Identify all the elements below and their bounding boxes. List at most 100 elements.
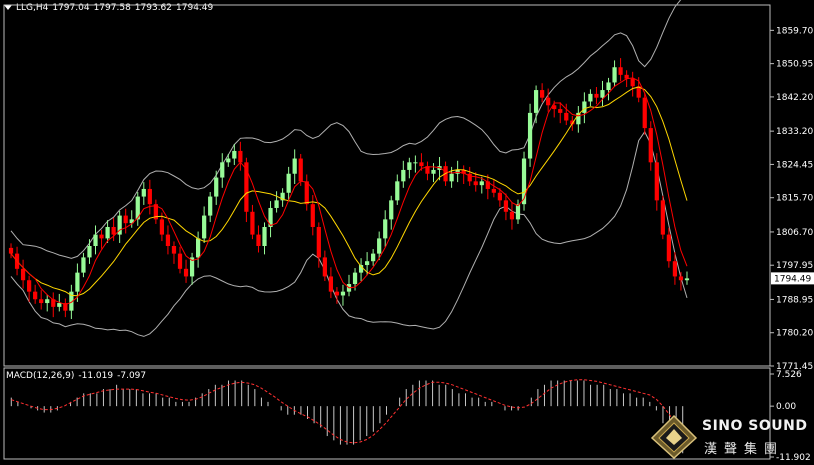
candle-body xyxy=(371,253,376,262)
candle-body xyxy=(159,219,165,235)
candle-body xyxy=(111,226,116,235)
candle-body xyxy=(141,188,146,197)
candle-body xyxy=(570,120,575,125)
logo-emblem-icon xyxy=(650,414,698,460)
candle-body xyxy=(27,280,32,292)
bollinger-upper-line xyxy=(10,0,682,259)
candle-body xyxy=(304,181,309,205)
open-value: 1797.04 xyxy=(52,3,90,13)
candle-body xyxy=(600,90,605,98)
candle-body xyxy=(69,291,74,311)
symbol-label: LLG,H4 xyxy=(16,3,49,13)
candle-body xyxy=(449,173,454,182)
candle-body xyxy=(45,299,50,304)
candle-body xyxy=(666,234,671,262)
candle-body xyxy=(546,97,551,106)
candle-body xyxy=(214,177,219,197)
candle-body xyxy=(479,181,484,186)
bollinger-lower-line xyxy=(10,130,688,337)
price-axis-label: 1859.70 xyxy=(776,26,813,36)
candle-body xyxy=(527,112,533,159)
candle-body xyxy=(389,200,394,220)
candle-body xyxy=(93,234,98,247)
candle-body xyxy=(533,90,539,113)
candle-body xyxy=(407,162,412,170)
candle-body xyxy=(286,173,291,193)
candle-body xyxy=(352,272,358,285)
candle-body xyxy=(564,112,569,121)
candle-body xyxy=(165,234,171,247)
candle-body xyxy=(395,181,400,201)
price-pane-frame xyxy=(3,4,771,367)
candle-body xyxy=(177,253,183,269)
price-axis-label: 1771.45 xyxy=(776,362,813,372)
candle-body xyxy=(75,272,80,292)
candle-body xyxy=(521,158,527,205)
candle-body xyxy=(81,257,86,273)
candle-body xyxy=(654,162,659,201)
macd-axis-label: -11.902 xyxy=(776,453,811,463)
price-axis-label: 1842.20 xyxy=(776,93,813,103)
candle-body xyxy=(226,158,231,163)
price-axis-label: 1780.20 xyxy=(776,329,813,339)
price-axis-label: 1833.20 xyxy=(776,127,813,137)
candle-body xyxy=(39,299,44,304)
candle-body xyxy=(33,291,38,300)
candle-body xyxy=(358,265,364,273)
candle-body xyxy=(377,238,382,254)
candle-body xyxy=(606,82,611,91)
high-value: 1797.58 xyxy=(93,3,131,13)
candle-body xyxy=(8,247,14,254)
candle-body xyxy=(322,257,327,277)
candle-body xyxy=(189,257,195,277)
candle-body xyxy=(461,169,466,174)
low-value: 1793.62 xyxy=(134,3,173,13)
candle-body xyxy=(552,105,557,110)
logo-brand-text: SINO SOUND xyxy=(702,418,808,434)
candle-body xyxy=(244,162,249,212)
macd-signal-line xyxy=(11,379,684,444)
candle-body xyxy=(558,109,563,113)
candle-body xyxy=(129,219,134,224)
price-axis-label: 1806.70 xyxy=(776,228,813,238)
candle-body xyxy=(250,211,255,235)
macd-main-value: -11.019 xyxy=(78,371,114,381)
candle-body xyxy=(576,112,581,125)
candle-body xyxy=(503,200,509,212)
price-axis-label: 1797.95 xyxy=(776,261,813,271)
current-price-box xyxy=(771,272,814,285)
candle-body xyxy=(491,188,496,193)
candle-body xyxy=(57,303,62,307)
candle-body xyxy=(485,181,490,189)
candle-body xyxy=(413,162,418,164)
candle-body xyxy=(334,291,340,296)
candle-body xyxy=(515,204,521,220)
candle-body xyxy=(51,299,56,307)
candle-body xyxy=(660,200,665,235)
candle-body xyxy=(63,303,68,311)
candle-body xyxy=(340,291,346,296)
candle-body xyxy=(268,207,273,227)
candle-body xyxy=(636,86,641,98)
candle-body xyxy=(105,226,110,239)
candle-body xyxy=(208,196,213,216)
candle-body xyxy=(117,215,122,235)
macd-axis-label: 0.00 xyxy=(776,402,796,412)
candle-body xyxy=(678,276,684,281)
candle-body xyxy=(467,173,472,182)
candle-body xyxy=(624,74,629,79)
dropdown-triangle-icon[interactable] xyxy=(4,5,12,10)
candle-body xyxy=(612,67,617,83)
ma-fast-line xyxy=(10,77,688,306)
candle-body xyxy=(238,150,243,163)
candle-body xyxy=(310,204,315,227)
candle-body xyxy=(202,215,207,239)
candle-body xyxy=(135,196,140,220)
candle-body xyxy=(431,169,436,174)
price-axis-label: 1788.95 xyxy=(776,295,813,305)
candle-body xyxy=(292,158,297,174)
candle-body xyxy=(364,261,370,266)
candle-body xyxy=(316,226,321,258)
candle-body xyxy=(256,234,261,247)
